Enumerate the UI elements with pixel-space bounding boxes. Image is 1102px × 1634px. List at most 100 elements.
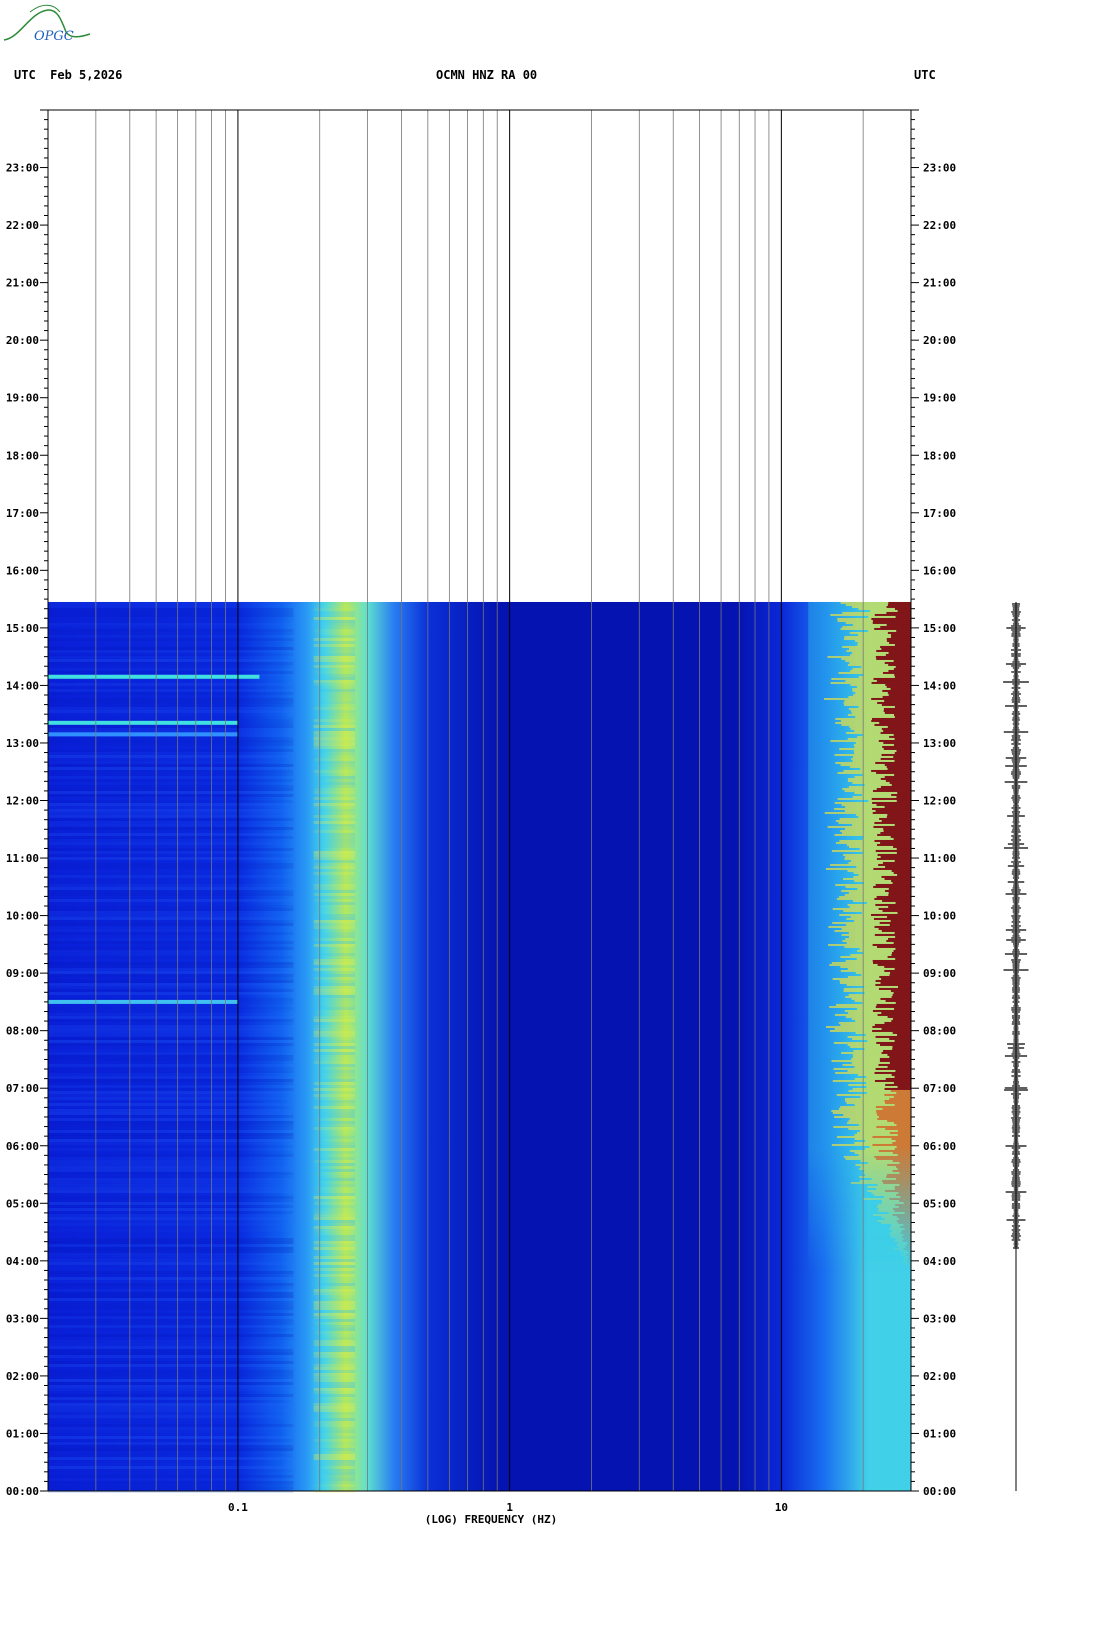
hf-band <box>906 1263 909 1266</box>
hf-band <box>887 1163 911 1166</box>
spectrogram-stripe <box>48 1438 294 1442</box>
spectrogram-stripe <box>48 1189 294 1193</box>
spectrogram-stripe <box>48 1168 294 1172</box>
hf-band <box>808 1227 911 1230</box>
spectrogram-stripe <box>48 1384 294 1388</box>
hf-band <box>869 609 898 612</box>
hf-band <box>881 1199 900 1202</box>
spectrogram-stripe <box>48 688 294 692</box>
hf-band <box>854 1065 888 1068</box>
spectrogram-stripe <box>313 1210 356 1214</box>
hf-band <box>845 1157 877 1160</box>
hf-band <box>884 1021 911 1024</box>
spectrogram-stripe <box>313 901 356 905</box>
spectrogram-stripe <box>48 1303 294 1307</box>
spectrogram-stripe <box>48 1183 294 1187</box>
spectrogram-stripe <box>48 1256 293 1259</box>
hf-band <box>889 1231 901 1234</box>
hf-band <box>875 1105 911 1108</box>
spectrogram-stripe <box>48 652 294 656</box>
hf-band <box>896 1033 911 1036</box>
hf-band <box>893 837 911 840</box>
hf-band <box>808 1085 911 1088</box>
y-tick-label: 09:00 <box>6 967 39 980</box>
hf-band <box>808 1255 911 1258</box>
spectrogram-stripe <box>48 1174 294 1178</box>
hf-band <box>889 641 911 644</box>
hf-band <box>888 663 911 666</box>
spectrogram-stripe <box>313 820 356 824</box>
spectrogram-stripe <box>48 1057 294 1061</box>
hf-band <box>880 831 911 834</box>
hf-band <box>896 1243 907 1246</box>
hf-band <box>808 1091 911 1094</box>
hf-band <box>855 741 884 744</box>
hf-band <box>838 1107 883 1110</box>
hf-band <box>876 1109 911 1112</box>
hf-band <box>829 1029 873 1032</box>
hf-band <box>887 915 911 918</box>
spectrogram-stripe <box>48 1381 294 1385</box>
hf-band <box>888 937 911 940</box>
spectrogram-stripe <box>48 1156 294 1160</box>
spectrogram-stripe <box>313 1120 356 1124</box>
hf-band <box>849 725 888 728</box>
spectrogram-stripe <box>48 1435 294 1439</box>
hf-band <box>840 719 872 722</box>
spectrogram-stripe <box>48 742 294 746</box>
spectrogram-stripe <box>313 1315 356 1319</box>
hf-band <box>880 785 911 788</box>
hf-band <box>877 945 911 948</box>
hf-band <box>848 707 884 710</box>
hf-band <box>897 1241 908 1244</box>
hf-band <box>844 699 885 702</box>
hf-band <box>854 1103 895 1106</box>
hf-band <box>874 1193 897 1196</box>
spectrogram-stripe <box>48 1054 294 1058</box>
spectrogram-stripe <box>48 1159 294 1163</box>
hf-band <box>898 985 911 988</box>
spectrogram-stripe <box>313 601 356 605</box>
hf-band <box>859 1179 883 1182</box>
spectrogram-stripe <box>313 1066 356 1070</box>
hf-band <box>851 1057 880 1060</box>
hf-band <box>891 1137 911 1140</box>
hf-band <box>848 1127 886 1130</box>
spectrogram-stripe <box>313 1453 356 1457</box>
y-tick-labels-right: 00:00 01:00 02:00 03:00 04:00 05:00 06:00 07:00… <box>923 162 956 1498</box>
spectrogram-stripe <box>313 1216 356 1220</box>
hf-band <box>851 757 881 760</box>
hf-band <box>852 1037 890 1040</box>
spectrogram-stripe <box>48 1204 294 1208</box>
spectrogram-line <box>48 720 238 725</box>
spectrogram-stripe <box>48 1063 294 1067</box>
spectrogram-stripe <box>313 1231 356 1235</box>
spectrogram-stripe <box>48 1186 294 1190</box>
spectrogram-stripe <box>313 1369 356 1373</box>
spectrogram-stripe <box>48 926 293 929</box>
spectrogram-stripe <box>48 1324 294 1328</box>
spectrogram-stripe <box>313 1324 356 1328</box>
spectrogram-stripe <box>313 1135 356 1139</box>
hf-band <box>875 883 911 886</box>
hf-band <box>872 811 911 814</box>
hf-band <box>831 1109 877 1112</box>
spectrogram-stripe <box>48 1126 294 1130</box>
spectrogram-stripe <box>313 1015 356 1019</box>
spectrogram-stripe <box>313 694 356 698</box>
hf-band <box>839 979 876 982</box>
spectrogram-stripe <box>313 883 356 887</box>
hf-band <box>909 1268 910 1270</box>
hf-band <box>858 815 887 818</box>
hf-band <box>834 1027 882 1030</box>
hf-band <box>856 865 886 868</box>
hf-band <box>884 711 911 714</box>
hf-band <box>872 1029 911 1032</box>
spectrogram-stripe <box>48 1138 294 1142</box>
spectrogram-stripe <box>313 877 356 881</box>
hf-band <box>849 845 894 848</box>
hf-band <box>895 947 911 950</box>
hf-band <box>894 643 911 646</box>
hf-band <box>808 1249 911 1252</box>
hf-band <box>840 1023 875 1026</box>
